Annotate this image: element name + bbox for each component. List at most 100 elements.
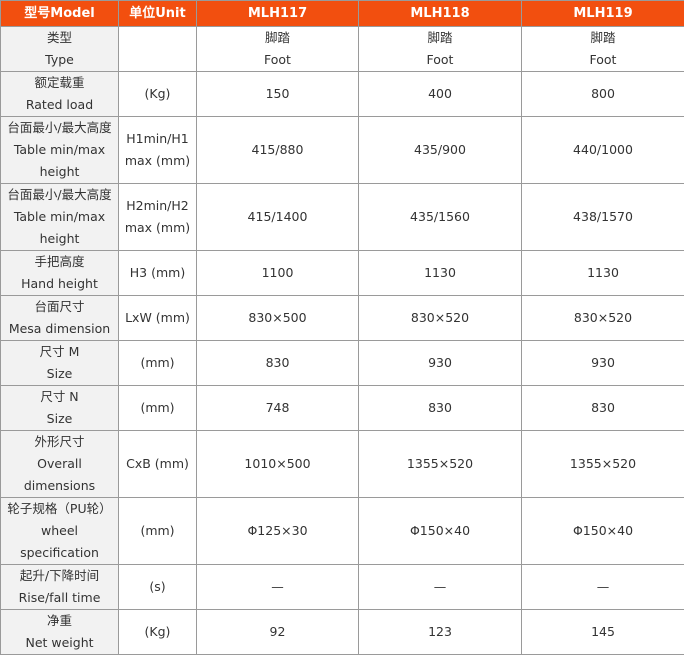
row-label-line: 外形尺寸 — [3, 431, 116, 453]
row-label-line: dimensions — [3, 475, 116, 497]
row-unit: H3 (mm) — [119, 251, 197, 296]
row-unit-line: (Kg) — [121, 83, 194, 105]
value-cell-line: 435/900 — [361, 139, 519, 161]
value-cell: 1010×500 — [197, 431, 359, 498]
value-cell: 1130 — [359, 251, 522, 296]
value-cell-line: 830×520 — [524, 307, 682, 329]
value-cell-line: 830×500 — [199, 307, 356, 329]
value-cell-line: 脚踏 — [199, 27, 356, 49]
row-label-line: Rated load — [3, 94, 116, 116]
value-cell: 930 — [522, 341, 684, 386]
value-cell-line: 脚踏 — [361, 27, 519, 49]
value-cell-line: Φ125×30 — [199, 520, 356, 542]
value-cell-line: 1355×520 — [361, 453, 519, 475]
row-unit: (mm) — [119, 341, 197, 386]
row-label-line: 类型 — [3, 27, 116, 49]
value-cell-line: 440/1000 — [524, 139, 682, 161]
row-unit-line: (mm) — [121, 352, 194, 374]
value-cell-line: 435/1560 — [361, 206, 519, 228]
value-cell: — — [522, 565, 684, 610]
value-cell: 400 — [359, 72, 522, 117]
value-cell: 1355×520 — [522, 431, 684, 498]
value-cell-line: 438/1570 — [524, 206, 682, 228]
value-cell-line: 脚踏 — [524, 27, 682, 49]
value-cell: 435/1560 — [359, 184, 522, 251]
row-label-line: wheel — [3, 520, 116, 542]
row-label-line: 净重 — [3, 610, 116, 632]
row-label-line: 轮子规格（PU轮） — [3, 498, 116, 520]
value-cell: 830×500 — [197, 296, 359, 341]
value-cell-line: 415/1400 — [199, 206, 356, 228]
value-cell-line: 123 — [361, 621, 519, 643]
value-cell: 1355×520 — [359, 431, 522, 498]
value-cell-line: 145 — [524, 621, 682, 643]
row-label-line: Table min/max — [3, 206, 116, 228]
row-unit-line: H3 (mm) — [121, 262, 194, 284]
value-cell: 830 — [197, 341, 359, 386]
row-unit-line: max (mm) — [121, 217, 194, 239]
value-cell-line: 92 — [199, 621, 356, 643]
value-cell-line: 1010×500 — [199, 453, 356, 475]
value-cell-line: Foot — [361, 49, 519, 71]
value-cell: 1130 — [522, 251, 684, 296]
value-cell-line: 830 — [524, 397, 682, 419]
value-cell: 145 — [522, 610, 684, 655]
value-cell: 830×520 — [522, 296, 684, 341]
value-cell: 800 — [522, 72, 684, 117]
row-unit-line: max (mm) — [121, 150, 194, 172]
value-cell: 1100 — [197, 251, 359, 296]
row-unit: (mm) — [119, 386, 197, 431]
value-cell-line: 800 — [524, 83, 682, 105]
row-unit: (mm) — [119, 498, 197, 565]
header-model: 型号Model — [1, 1, 119, 27]
row-label-line: Size — [3, 408, 116, 430]
value-cell: 440/1000 — [522, 117, 684, 184]
row-label-line: Overall — [3, 453, 116, 475]
value-cell: 748 — [197, 386, 359, 431]
row-label-line: specification — [3, 542, 116, 564]
header-unit: 单位Unit — [119, 1, 197, 27]
value-cell: 830×520 — [359, 296, 522, 341]
row-label-line: Net weight — [3, 632, 116, 654]
row-label-line: 尺寸 N — [3, 386, 116, 408]
header-model-3: MLH119 — [522, 1, 684, 27]
row-label-line: 台面最小/最大高度 — [3, 184, 116, 206]
value-cell-line: — — [524, 576, 682, 598]
value-cell-line: 930 — [524, 352, 682, 374]
value-cell: 123 — [359, 610, 522, 655]
row-label-line: Hand height — [3, 273, 116, 295]
value-cell-line: 930 — [361, 352, 519, 374]
row-unit: (Kg) — [119, 72, 197, 117]
value-cell: 830 — [522, 386, 684, 431]
row-unit-line: H2min/H2 — [121, 195, 194, 217]
row-label-line: height — [3, 228, 116, 250]
value-cell-line: 1130 — [524, 262, 682, 284]
value-cell-line: 415/880 — [199, 139, 356, 161]
value-cell: 150 — [197, 72, 359, 117]
value-cell-line: Φ150×40 — [361, 520, 519, 542]
row-unit-line: (mm) — [121, 397, 194, 419]
value-cell-line: — — [199, 576, 356, 598]
value-cell-line: — — [361, 576, 519, 598]
row-unit-line: CxB (mm) — [121, 453, 194, 475]
value-cell-line: 830×520 — [361, 307, 519, 329]
